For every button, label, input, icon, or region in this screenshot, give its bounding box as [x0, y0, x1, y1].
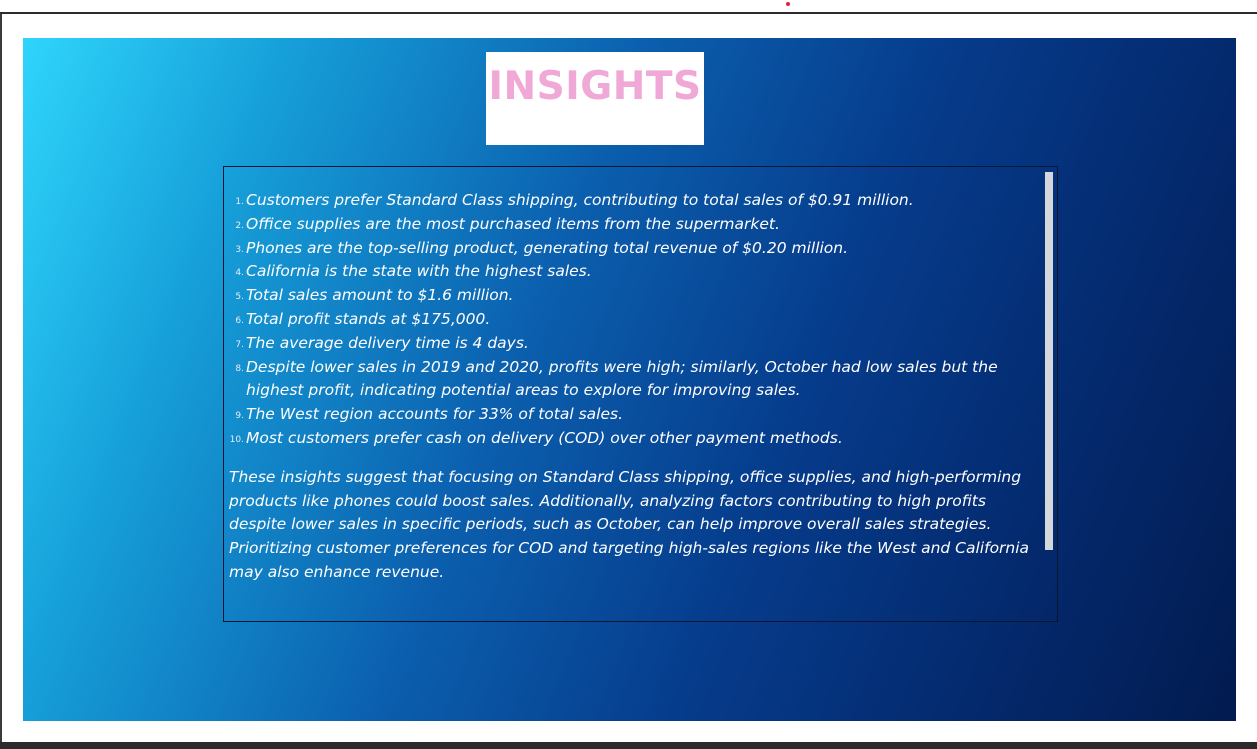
insights-list: 1. Customers prefer Standard Class shippi… [229, 189, 1041, 451]
report-canvas: INSIGHTS 1. Customers prefer Standard Cla… [23, 38, 1236, 721]
insight-item: 2. Office supplies are the most purchased… [229, 213, 1041, 237]
panel-content: 1. Customers prefer Standard Class shippi… [229, 189, 1041, 585]
bottom-bar [0, 742, 1257, 749]
left-edge [0, 14, 2, 742]
insight-text: California is the state with the highest… [246, 262, 592, 281]
insight-item: 8. Despite lower sales in 2019 and 2020, … [229, 356, 1041, 404]
insight-text: Phones are the top-selling product, gene… [246, 238, 849, 257]
insight-text: The West region accounts for 33% of tota… [246, 405, 624, 424]
summary-paragraph: These insights suggest that focusing on … [229, 467, 1030, 581]
insight-text: The average delivery time is 4 days. [246, 333, 529, 352]
insight-number: 5. [235, 292, 244, 303]
insight-number: 4. [235, 268, 244, 279]
top-bar [0, 0, 1257, 14]
page-title: INSIGHTS [488, 64, 702, 109]
insight-number: 7. [235, 339, 244, 350]
insight-item: 3. Phones are the top-selling product, ge… [229, 237, 1041, 261]
red-indicator-dot [786, 2, 790, 6]
insight-text: Customers prefer Standard Class shipping… [246, 191, 914, 209]
insight-item: 4. California is the state with the highe… [229, 260, 1041, 284]
insight-text: Despite lower sales in 2019 and 2020, pr… [246, 357, 998, 400]
insights-panel[interactable]: 1. Customers prefer Standard Class shippi… [223, 166, 1058, 622]
insight-item: 10. Most customers prefer cash on deliver… [229, 427, 1041, 451]
insight-item: 6. Total profit stands at $175,000. [229, 308, 1041, 332]
insight-number: 1. [235, 197, 244, 207]
insight-number: 2. [235, 220, 244, 231]
insight-item: 1. Customers prefer Standard Class shippi… [229, 189, 1041, 213]
insight-text: Total sales amount to $1.6 million. [246, 286, 514, 305]
insight-item: 7. The average delivery time is 4 days. [229, 332, 1041, 356]
insight-number: 6. [235, 315, 244, 326]
insight-text: Most customers prefer cash on delivery (… [246, 428, 843, 447]
insight-item: 9. The West region accounts for 33% of to… [229, 403, 1041, 427]
title-box: INSIGHTS [486, 52, 704, 145]
insight-number: 3. [235, 244, 244, 255]
insight-text: Total profit stands at $175,000. [246, 309, 491, 328]
insight-text: Office supplies are the most purchased i… [246, 214, 780, 233]
insight-number: 10. [229, 434, 244, 445]
insight-number: 9. [235, 411, 244, 422]
insight-number: 8. [235, 363, 244, 374]
panel-scrollbar[interactable] [1045, 172, 1053, 550]
insight-item: 5. Total sales amount to $1.6 million. [229, 284, 1041, 308]
